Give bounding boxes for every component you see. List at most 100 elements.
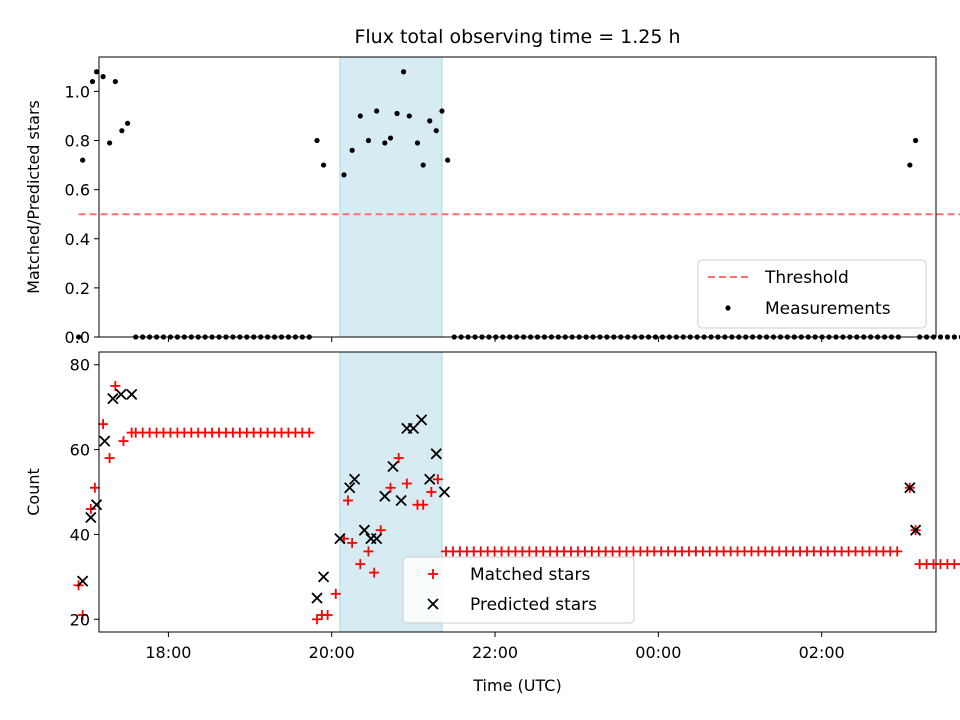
predicted-star-mark-b (424, 473, 436, 485)
predicted-star-mark-b (430, 448, 442, 460)
matched-star-point (89, 482, 100, 493)
predicted-star-point (85, 511, 97, 524)
bottom-panel: 2040608018:0020:0022:0000:0002:0004:0006… (24, 351, 960, 695)
matched-star-point (304, 427, 315, 438)
legend-label-predicted: Predicted stars (470, 595, 597, 615)
measurement-point (445, 157, 451, 163)
matched-star-point (385, 482, 396, 493)
matched-star-point (98, 419, 109, 430)
chart-title: Flux total observing time = 1.25 h (354, 26, 680, 48)
predicted-star-point (909, 524, 922, 536)
predicted-star-point (77, 575, 89, 587)
measurement-point (107, 140, 113, 146)
matched-star-point (401, 478, 412, 489)
matched-star-point (355, 559, 366, 570)
predicted-star-mark-b (344, 482, 356, 494)
measurement-point (93, 69, 100, 75)
y-tick-label: 0.0 (65, 328, 90, 347)
predicted-star-point (107, 393, 119, 405)
predicted-star-point (904, 482, 916, 494)
predicted-star-mark-b (115, 388, 127, 401)
predicted-star-point (90, 499, 103, 511)
matched-star-point (343, 495, 354, 506)
measurement-point (433, 128, 439, 134)
predicted-star-mark-b (909, 524, 922, 536)
measurement-point (349, 147, 355, 153)
measurement-point (314, 137, 320, 144)
y-axis-label: Matched/Predicted stars (24, 100, 43, 294)
y-tick-label: 0.4 (65, 230, 90, 249)
measurement-point (89, 78, 96, 85)
predicted-star-point (344, 482, 356, 494)
matched-star-point (77, 610, 88, 621)
x-tick-label: 02:00 (799, 643, 845, 662)
measurement-point (357, 113, 363, 119)
x-tick-label: 00:00 (635, 643, 681, 662)
measurement-point (374, 108, 380, 114)
predicted-star-mark-b (379, 490, 391, 502)
measurement-point (341, 172, 347, 178)
legend-measurement-swatch (725, 305, 731, 311)
legend-label-matched: Matched stars (470, 565, 590, 585)
predicted-star-point (430, 448, 442, 460)
x-axis-label: Time (UTC) (472, 676, 561, 695)
matched-star-point (85, 503, 96, 514)
measurement-point (100, 74, 106, 80)
measurement-point (439, 108, 445, 114)
predicted-star-mark-b (126, 388, 138, 401)
predicted-star-mark-b (395, 494, 407, 507)
predicted-star-mark-b (317, 571, 330, 583)
measurement-point (119, 128, 125, 134)
predicted-star-point (379, 490, 391, 502)
matched-star-point (104, 453, 115, 464)
measurement-point (75, 334, 82, 340)
top-panel: 0.0 0.2 0.4 0.6 0.8 1.0 Matched/Predicted star… (24, 26, 960, 347)
matched-star-point (363, 546, 374, 557)
predicted-star-mark-b (77, 575, 89, 587)
measurement-point (124, 120, 131, 126)
predicted-star-mark-b (371, 533, 383, 545)
predicted-star-mark-b (90, 499, 103, 511)
measurement-point (406, 113, 412, 119)
measurement-point (912, 137, 919, 144)
y-tick-label: 0.6 (65, 181, 90, 200)
matched-star-point (892, 546, 903, 557)
legend-box (402, 556, 635, 624)
predicted-star-point (311, 592, 323, 604)
x-tick-label: 20:00 (309, 643, 355, 662)
predicted-star-point (358, 524, 371, 536)
matched-star-point (347, 537, 358, 548)
predicted-star-point (387, 460, 399, 473)
predicted-star-point (371, 533, 383, 545)
predicted-star-point (115, 388, 127, 401)
y-tick-label: 80 (70, 356, 90, 375)
matched-star-point (956, 563, 960, 566)
predicted-star-mark-b (348, 473, 361, 485)
matched-star-point (426, 487, 437, 497)
measurement-point (382, 140, 388, 146)
measurement-point (414, 140, 421, 146)
predicted-star-mark-b (415, 414, 428, 426)
predicted-star-mark-b (311, 592, 323, 604)
matched-star-point (312, 614, 323, 625)
measurement-point (951, 334, 957, 340)
matched-star-point (418, 499, 429, 510)
predicted-star-mark-b (85, 511, 97, 524)
predicted-star-point (395, 494, 407, 507)
predicted-star-point (348, 473, 361, 485)
matched-star-point (432, 474, 443, 485)
measurement-point (80, 157, 86, 163)
matched-star-point (369, 567, 380, 578)
predicted-star-point (317, 571, 330, 583)
predicted-star-point (424, 473, 436, 485)
matched-star-point (118, 436, 129, 447)
plot-frame (98, 351, 937, 633)
matched-star-point (110, 380, 121, 391)
y-tick-label: 1.0 (65, 82, 90, 101)
predicted-star-point (99, 435, 111, 447)
legend-box (697, 259, 927, 329)
predicted-star-mark-b (358, 524, 371, 536)
y-tick-label: 20 (70, 610, 90, 629)
predicted-star-mark-b (438, 486, 451, 498)
